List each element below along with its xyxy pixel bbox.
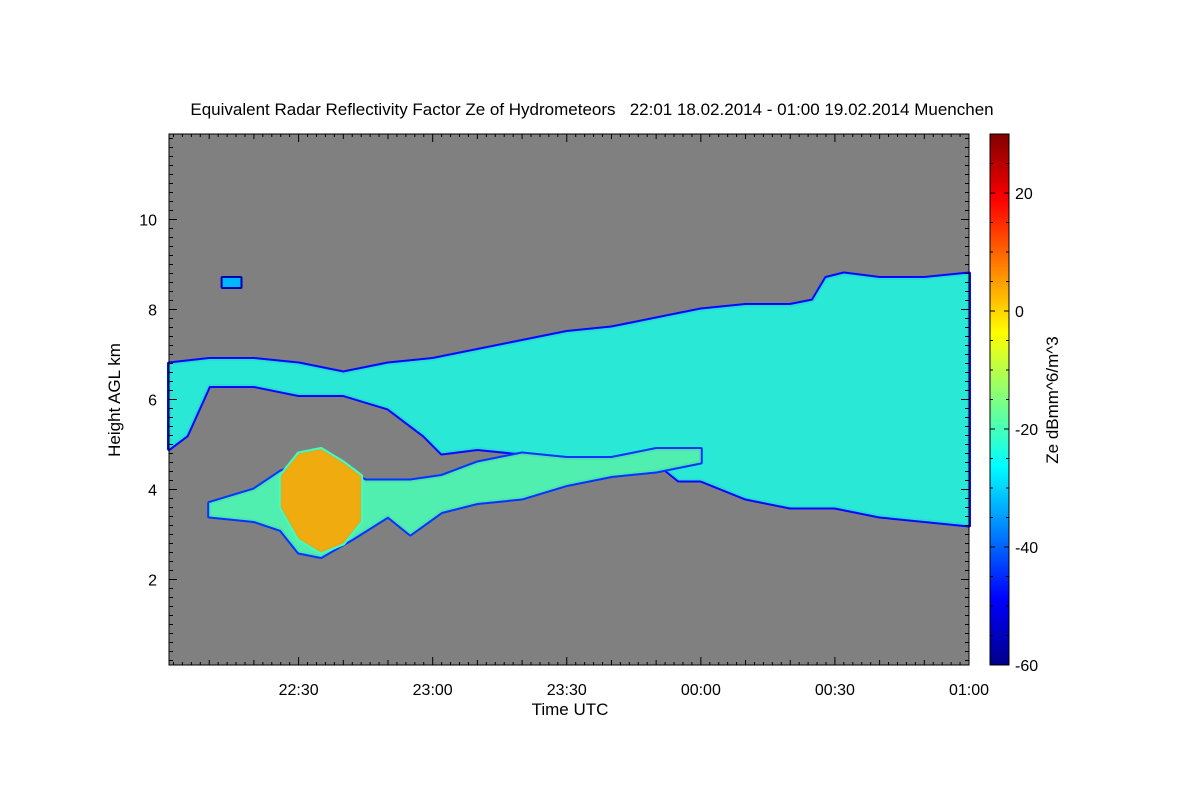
upper-cloud-layer [169,273,969,526]
y-tick-label: 10 [139,213,157,230]
y-tick-label: 4 [148,483,157,500]
x-tick-label: 00:00 [681,682,721,699]
y-axis: 2 4 6 8 10 [139,138,969,661]
x-tick-label: 01:00 [949,682,989,699]
y-tick-label: 6 [148,393,157,410]
plot-content [167,271,971,559]
y-axis-label: Height AGL km [105,343,124,457]
chart-title: Equivalent Radar Reflectivity Factor Ze … [190,100,993,119]
x-tick-label: 23:00 [413,682,453,699]
high-reflectivity-cell [280,449,362,553]
colorbar-label: Ze dBmm^6/m^3 [1043,336,1062,463]
small-echo [222,278,241,287]
colorbar-tick-label: 20 [1015,186,1033,203]
y-tick-label: 2 [148,573,157,590]
colorbar-tick-label: -40 [1015,540,1038,557]
x-tick-label: 23:30 [547,682,587,699]
x-tick-label: 22:30 [279,682,319,699]
colorbar-ticks: 20 0 -20 -40 -60 [990,133,1038,675]
x-tick-label: 00:30 [815,682,855,699]
colorbar-tick-label: 0 [1015,304,1024,321]
x-axis: 22:30 23:00 23:30 00:00 00:30 01:00 [172,134,989,699]
y-tick-label: 8 [148,303,157,320]
colorbar-tick-label: -20 [1015,422,1038,439]
colorbar-tick-label: -60 [1015,658,1038,675]
x-axis-label: Time UTC [532,700,609,719]
